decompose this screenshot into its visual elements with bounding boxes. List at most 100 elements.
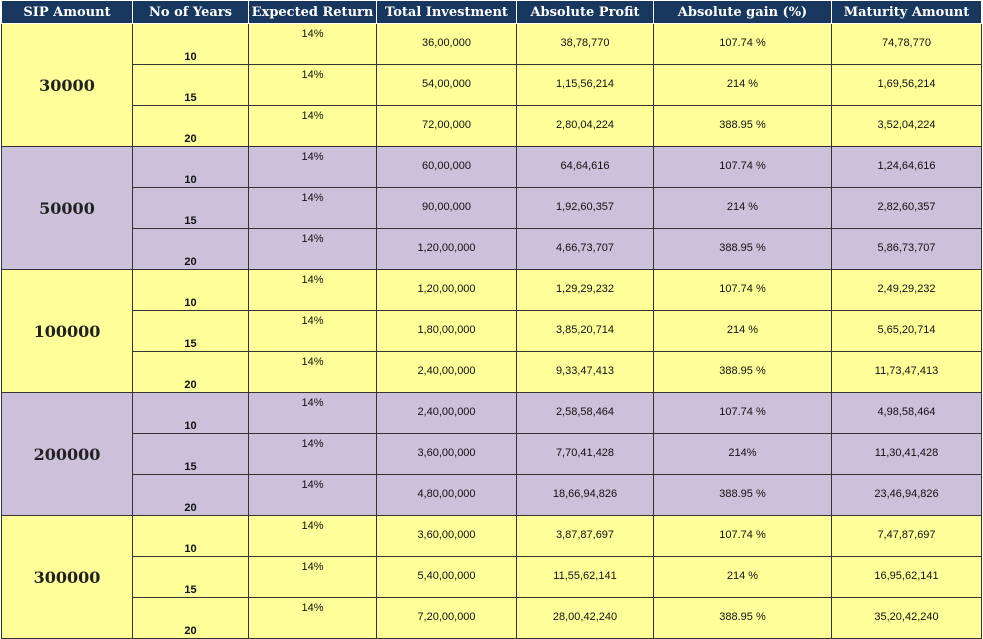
expected-return-cell: 14% [248, 392, 377, 434]
expected-return-cell: 14% [248, 351, 377, 393]
maturity-amount-cell: 23,46,94,826 [831, 474, 982, 516]
sip-amount-cell: 300000 [1, 515, 133, 639]
absolute-gain-cell: 107.74 % [653, 392, 832, 434]
absolute-profit-cell: 38,78,770 [516, 23, 654, 65]
expected-return-cell: 14% [248, 310, 377, 352]
table-row: 200000 10 14% 2,40,00,000 2,58,58,464 107.74 … [1, 392, 982, 516]
years-cell: 20 [132, 105, 249, 147]
years-cell: 15 [132, 187, 249, 229]
table-row: 100000 10 14% 1,20,00,000 1,29,29,232 107.74 … [1, 269, 982, 393]
maturity-amount-cell: 11,73,47,413 [831, 351, 982, 393]
years-cell: 10 [132, 23, 249, 65]
absolute-profit-cell: 1,15,56,214 [516, 64, 654, 106]
total-investment-cell: 2,40,00,000 [376, 351, 517, 393]
expected-return-cell: 14% [248, 269, 377, 311]
total-investment-cell: 60,00,000 [376, 146, 517, 188]
total-investment-cell: 72,00,000 [376, 105, 517, 147]
maturity-amount-cell: 16,95,62,141 [831, 556, 982, 598]
maturity-amount-cell: 3,52,04,224 [831, 105, 982, 147]
absolute-gain-cell: 214 % [653, 556, 832, 598]
header-expected-return: Expected Return [248, 0, 377, 24]
absolute-profit-cell: 2,80,04,224 [516, 105, 654, 147]
expected-return-cell: 14% [248, 146, 377, 188]
maturity-amount-cell: 1,69,56,214 [831, 64, 982, 106]
expected-return-cell: 14% [248, 187, 377, 229]
table-row: 15 14% 3,60,00,000 7,70,41,428 214% 11,30,41,… [2, 433, 982, 475]
total-investment-cell: 7,20,00,000 [376, 597, 517, 639]
expected-return-cell: 14% [248, 23, 377, 65]
expected-return-cell: 14% [248, 433, 377, 475]
total-investment-cell: 36,00,000 [376, 23, 517, 65]
expected-return-cell: 14% [248, 105, 377, 147]
table-row: 15 14% 90,00,000 1,92,60,357 214 % 2,82,60,35… [2, 187, 982, 229]
total-investment-cell: 1,20,00,000 [376, 228, 517, 270]
header-no-of-years: No of Years [132, 0, 249, 24]
total-investment-cell: 1,20,00,000 [376, 269, 517, 311]
table-row: 15 14% 54,00,000 1,15,56,214 214 % 1,69,56,21… [2, 64, 982, 106]
total-investment-cell: 3,60,00,000 [376, 515, 517, 557]
years-cell: 10 [132, 515, 249, 557]
absolute-profit-cell: 3,87,87,697 [516, 515, 654, 557]
absolute-gain-cell: 107.74 % [653, 515, 832, 557]
header-absolute-profit: Absolute Profit [516, 0, 654, 24]
header-row: SIP Amount No of Years Expected Return T… [1, 0, 982, 24]
table-row: 300000 10 14% 3,60,00,000 3,87,87,697 107.74 … [1, 515, 982, 639]
maturity-amount-cell: 1,24,64,616 [831, 146, 982, 188]
expected-return-cell: 14% [248, 474, 377, 516]
expected-return-cell: 14% [248, 597, 377, 639]
table-row: 20 14% 4,80,00,000 18,66,94,826 388.95 % 23,4… [2, 474, 982, 516]
maturity-amount-cell: 2,49,29,232 [831, 269, 982, 311]
years-cell: 15 [132, 310, 249, 352]
years-cell: 10 [132, 146, 249, 188]
absolute-gain-cell: 214 % [653, 187, 832, 229]
maturity-amount-cell: 5,86,73,707 [831, 228, 982, 270]
expected-return-cell: 14% [248, 556, 377, 598]
absolute-profit-cell: 7,70,41,428 [516, 433, 654, 475]
header-sip-amount: SIP Amount [1, 0, 133, 24]
years-cell: 15 [132, 556, 249, 598]
years-cell: 20 [132, 228, 249, 270]
absolute-gain-cell: 388.95 % [653, 474, 832, 516]
header-total-investment: Total Investment [376, 0, 517, 24]
table-row: 30000 10 14% 36,00,000 38,78,770 107.74 % 74,7… [1, 23, 982, 147]
sip-amount-cell: 30000 [1, 23, 133, 147]
maturity-amount-cell: 2,82,60,357 [831, 187, 982, 229]
absolute-profit-cell: 2,58,58,464 [516, 392, 654, 434]
absolute-gain-cell: 388.95 % [653, 597, 832, 639]
table-row: 20 14% 1,20,00,000 4,66,73,707 388.95 % 5,86,… [2, 228, 982, 270]
maturity-amount-cell: 4,98,58,464 [831, 392, 982, 434]
header-maturity-amount: Maturity Amount [831, 0, 982, 24]
absolute-gain-cell: 107.74 % [653, 146, 832, 188]
years-cell: 15 [132, 64, 249, 106]
total-investment-cell: 3,60,00,000 [376, 433, 517, 475]
table-row: 15 14% 5,40,00,000 11,55,62,141 214 % 16,95,6… [2, 556, 982, 598]
absolute-profit-cell: 18,66,94,826 [516, 474, 654, 516]
absolute-gain-cell: 214% [653, 433, 832, 475]
total-investment-cell: 90,00,000 [376, 187, 517, 229]
table-row: 20 14% 2,40,00,000 9,33,47,413 388.95 % 11,73… [2, 351, 982, 393]
absolute-gain-cell: 388.95 % [653, 105, 832, 147]
maturity-amount-cell: 7,47,87,697 [831, 515, 982, 557]
maturity-amount-cell: 74,78,770 [831, 23, 982, 65]
years-cell: 10 [132, 269, 249, 311]
total-investment-cell: 2,40,00,000 [376, 392, 517, 434]
maturity-amount-cell: 35,20,42,240 [831, 597, 982, 639]
expected-return-cell: 14% [248, 228, 377, 270]
absolute-profit-cell: 11,55,62,141 [516, 556, 654, 598]
expected-return-cell: 14% [248, 64, 377, 106]
absolute-profit-cell: 64,64,616 [516, 146, 654, 188]
sip-amount-cell: 50000 [1, 146, 133, 270]
table-body: 30000 10 14% 36,00,000 38,78,770 107.74 % 74,7… [1, 23, 982, 639]
total-investment-cell: 4,80,00,000 [376, 474, 517, 516]
maturity-amount-cell: 11,30,41,428 [831, 433, 982, 475]
years-cell: 15 [132, 433, 249, 475]
absolute-gain-cell: 388.95 % [653, 351, 832, 393]
absolute-profit-cell: 3,85,20,714 [516, 310, 654, 352]
table-row: 20 14% 72,00,000 2,80,04,224 388.95 % 3,52,04… [2, 105, 982, 147]
absolute-profit-cell: 1,29,29,232 [516, 269, 654, 311]
sip-amount-cell: 100000 [1, 269, 133, 393]
sip-amount-cell: 200000 [1, 392, 133, 516]
table-row: 15 14% 1,80,00,000 3,85,20,714 214 % 5,65,20,… [2, 310, 982, 352]
absolute-profit-cell: 1,92,60,357 [516, 187, 654, 229]
